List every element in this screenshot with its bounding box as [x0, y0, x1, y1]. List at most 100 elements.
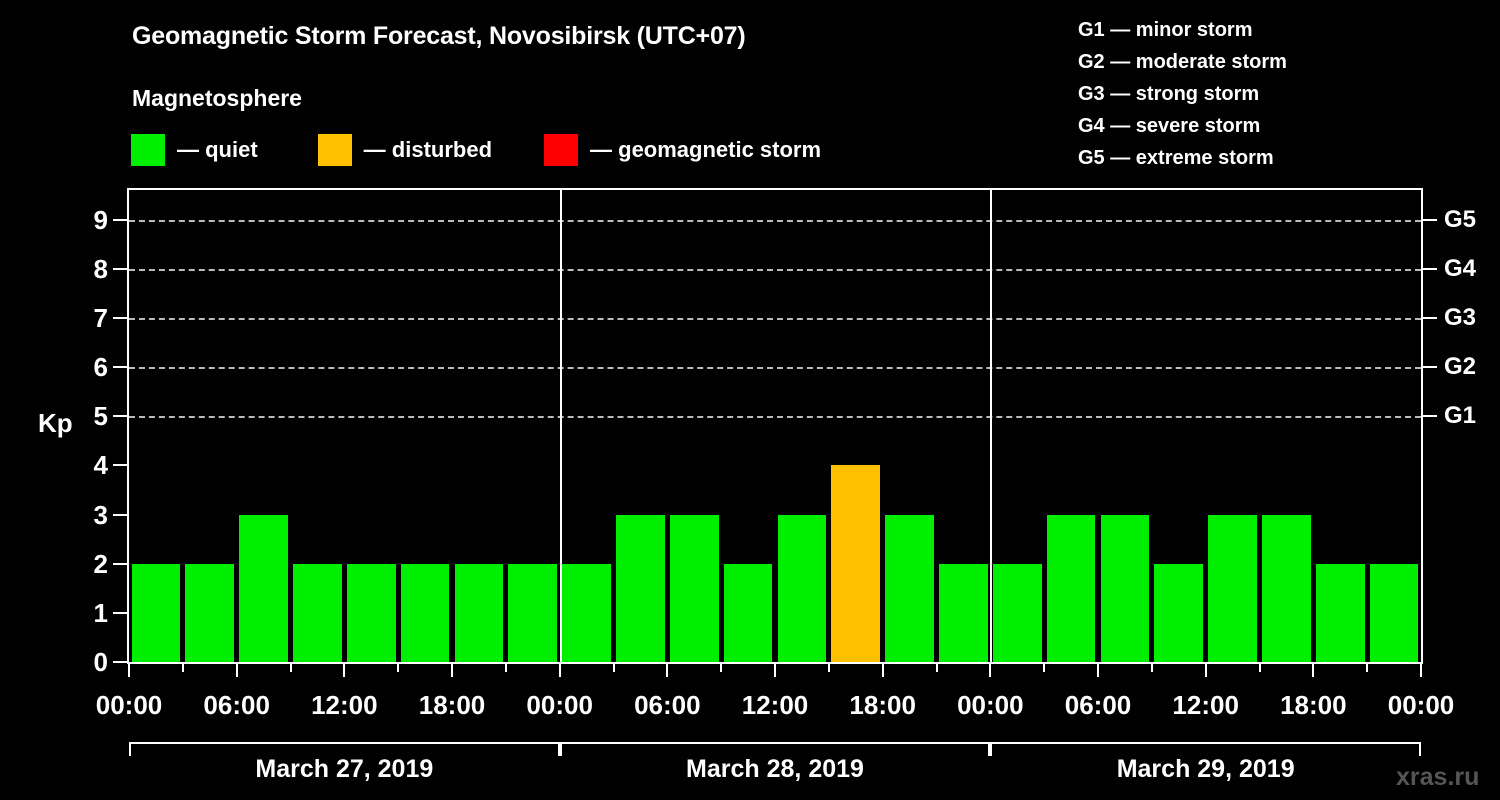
x-tick-mark [235, 664, 238, 677]
x-tick-label: 18:00 [849, 690, 916, 720]
y-tick-mark [113, 267, 127, 270]
gridline-kp-6 [129, 367, 1421, 369]
bar-kp [239, 514, 288, 662]
y-tick-label: 4 [93, 450, 108, 481]
legend-swatch-disturbed [317, 134, 352, 166]
x-tick-label: 12:00 [741, 690, 809, 720]
page-title: Geomagnetic Storm Forecast, Novosibirsk … [132, 22, 746, 50]
x-minor-tick-mark [181, 664, 184, 672]
gridline-kp-7 [129, 317, 1421, 320]
legend-swatch-geomagnetic-storm [544, 134, 579, 166]
x-minor-tick-mark [1150, 664, 1153, 672]
g-tick-label-g4: G4 [1444, 254, 1477, 282]
bar-kp [777, 514, 827, 662]
g-scale-legend: G1 — minor storm G2 — moderate storm G3 — … [1078, 14, 1287, 174]
y-tick-label: 8 [93, 253, 108, 284]
x-tick-label: 06:00 [203, 690, 270, 720]
x-tick-label: 00:00 [95, 690, 163, 720]
x-tick-label: 00:00 [957, 690, 1024, 720]
y-tick-mark [113, 316, 127, 319]
legend-label-quiet: — quiet [177, 137, 258, 162]
y-tick-mark [113, 562, 127, 565]
g-tick-mark [1423, 267, 1437, 270]
bar-kp [1369, 563, 1419, 662]
y-tick-mark [113, 366, 127, 368]
bar-kp [669, 514, 719, 662]
bar-kp [508, 563, 558, 662]
g-tick-label-g1: G1 [1444, 402, 1477, 430]
x-tick-mark [451, 664, 453, 677]
x-minor-tick-mark [935, 664, 938, 672]
bar-kp [1208, 514, 1257, 662]
y-tick-label: 5 [93, 401, 108, 432]
x-tick-label: 06:00 [634, 690, 701, 720]
g-legend-row-g2: G2 — moderate storm [1078, 51, 1287, 73]
plot-inner [129, 190, 1421, 662]
day-divider [559, 190, 562, 662]
bar-kp [1262, 514, 1311, 662]
bar-kp [831, 465, 881, 662]
y-axis-title: Kp [38, 408, 73, 438]
y-tick-label: 1 [93, 597, 108, 628]
bar-kp [346, 563, 396, 662]
day-bracket [129, 742, 560, 756]
bar-kp [185, 563, 235, 662]
date-label: March 27, 2019 [255, 755, 434, 783]
bar-kp [562, 563, 611, 662]
bar-kp [723, 563, 773, 662]
color-legend: — quiet — disturbed — geomagnetic storm [131, 133, 821, 167]
bar-kp [293, 563, 342, 662]
x-tick-label: 00:00 [1387, 690, 1455, 720]
bar-kp [1315, 563, 1365, 662]
gridline-kp-8 [129, 268, 1421, 271]
x-tick-mark [774, 664, 776, 677]
y-tick-label: 0 [93, 647, 108, 677]
y-tick-mark [113, 513, 127, 516]
x-minor-tick-mark [720, 664, 723, 672]
legend-entry-geomagnetic-storm: — geomagnetic storm [544, 133, 821, 167]
y-tick-label: 3 [93, 499, 108, 530]
g-legend-row-g3: G3 — strong storm [1078, 83, 1260, 105]
legend-swatch-quiet [131, 134, 165, 166]
x-tick-label: 00:00 [526, 690, 593, 720]
plot-area [127, 188, 1423, 664]
x-tick-mark [128, 664, 130, 677]
x-minor-tick-mark [612, 664, 615, 672]
legend-entry-quiet: — quiet [131, 133, 258, 167]
x-tick-label: 12:00 [1172, 690, 1239, 720]
y-tick-mark [113, 611, 127, 614]
y-tick-label: 7 [93, 302, 108, 333]
legend-entry-disturbed: — disturbed [317, 133, 492, 167]
x-tick-mark [343, 664, 346, 677]
bar-kp [885, 514, 934, 662]
x-minor-tick-mark [1258, 664, 1261, 672]
x-tick-mark [1097, 664, 1099, 677]
x-tick-mark [989, 664, 992, 677]
bar-kp [939, 563, 988, 662]
x-minor-tick-mark [504, 664, 507, 672]
g-tick-label-g5: G5 [1444, 205, 1477, 233]
y-tick-label: 6 [93, 352, 108, 382]
y-tick-mark [113, 464, 127, 467]
g-tick-mark [1423, 366, 1437, 368]
bar-kp [616, 514, 665, 662]
g-legend-row-g1: G1 — minor storm [1078, 19, 1253, 41]
x-tick-label: 12:00 [311, 690, 378, 720]
x-minor-tick-mark [1366, 664, 1369, 672]
date-label: March 29, 2019 [1116, 755, 1295, 783]
x-minor-tick-mark [289, 664, 292, 672]
magnetosphere-label: Magnetosphere [132, 85, 302, 111]
g-tick-mark [1423, 218, 1437, 221]
legend-label-geomagnetic-storm: — geomagnetic storm [590, 137, 822, 162]
x-minor-tick-mark [1043, 664, 1046, 672]
y-tick-label: 9 [93, 204, 108, 235]
x-tick-mark [666, 664, 669, 677]
g-legend-row-g5: G5 — extreme storm [1078, 147, 1274, 169]
x-minor-tick-mark [397, 664, 400, 672]
g-tick-label-g2: G2 [1444, 353, 1477, 380]
x-tick-label: 18:00 [1280, 690, 1347, 720]
day-bracket [559, 742, 991, 756]
gridline-kp-9 [129, 219, 1421, 222]
x-minor-tick-mark [827, 664, 830, 672]
y-tick-label: 2 [93, 548, 108, 579]
